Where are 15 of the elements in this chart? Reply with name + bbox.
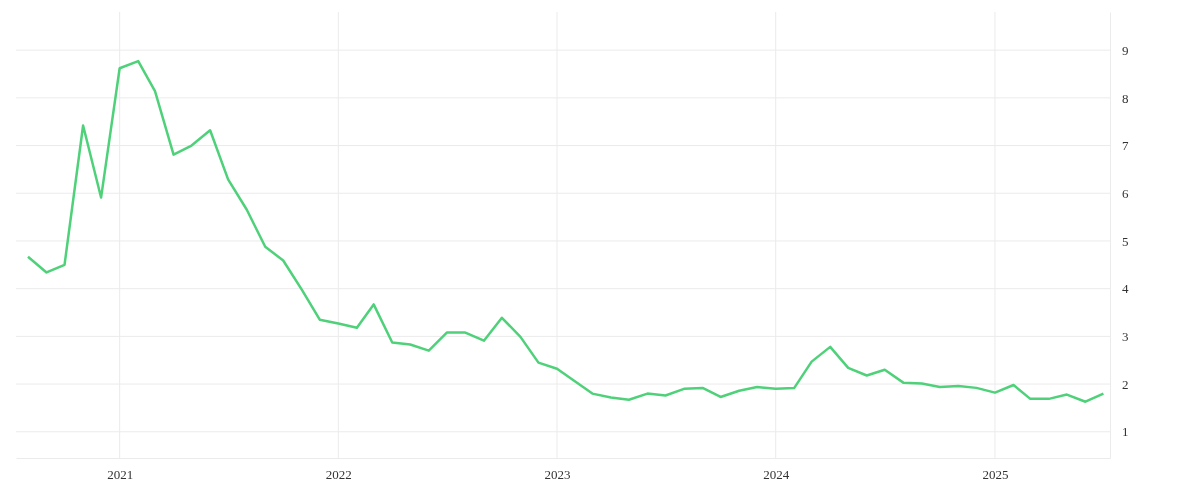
x-tick-label: 2022	[325, 467, 352, 483]
y-tick-label: 6	[1122, 185, 1129, 201]
y-tick-label: 7	[1122, 138, 1129, 154]
line-series	[26, 59, 1105, 403]
y-tick-label: 1	[1122, 424, 1129, 440]
x-tick-label: 2023	[544, 467, 571, 483]
x-tick-label: 2021	[107, 467, 134, 483]
y-tick-label: 4	[1122, 281, 1129, 297]
y-tick-label: 2	[1122, 376, 1129, 392]
x-tick-label: 2025	[982, 467, 1009, 483]
y-tick-label: 3	[1122, 329, 1129, 345]
y-tick-label: 8	[1122, 90, 1129, 106]
y-tick-label: 9	[1122, 42, 1129, 58]
y-tick-label: 5	[1122, 233, 1129, 249]
x-tick-label: 2024	[763, 467, 790, 483]
